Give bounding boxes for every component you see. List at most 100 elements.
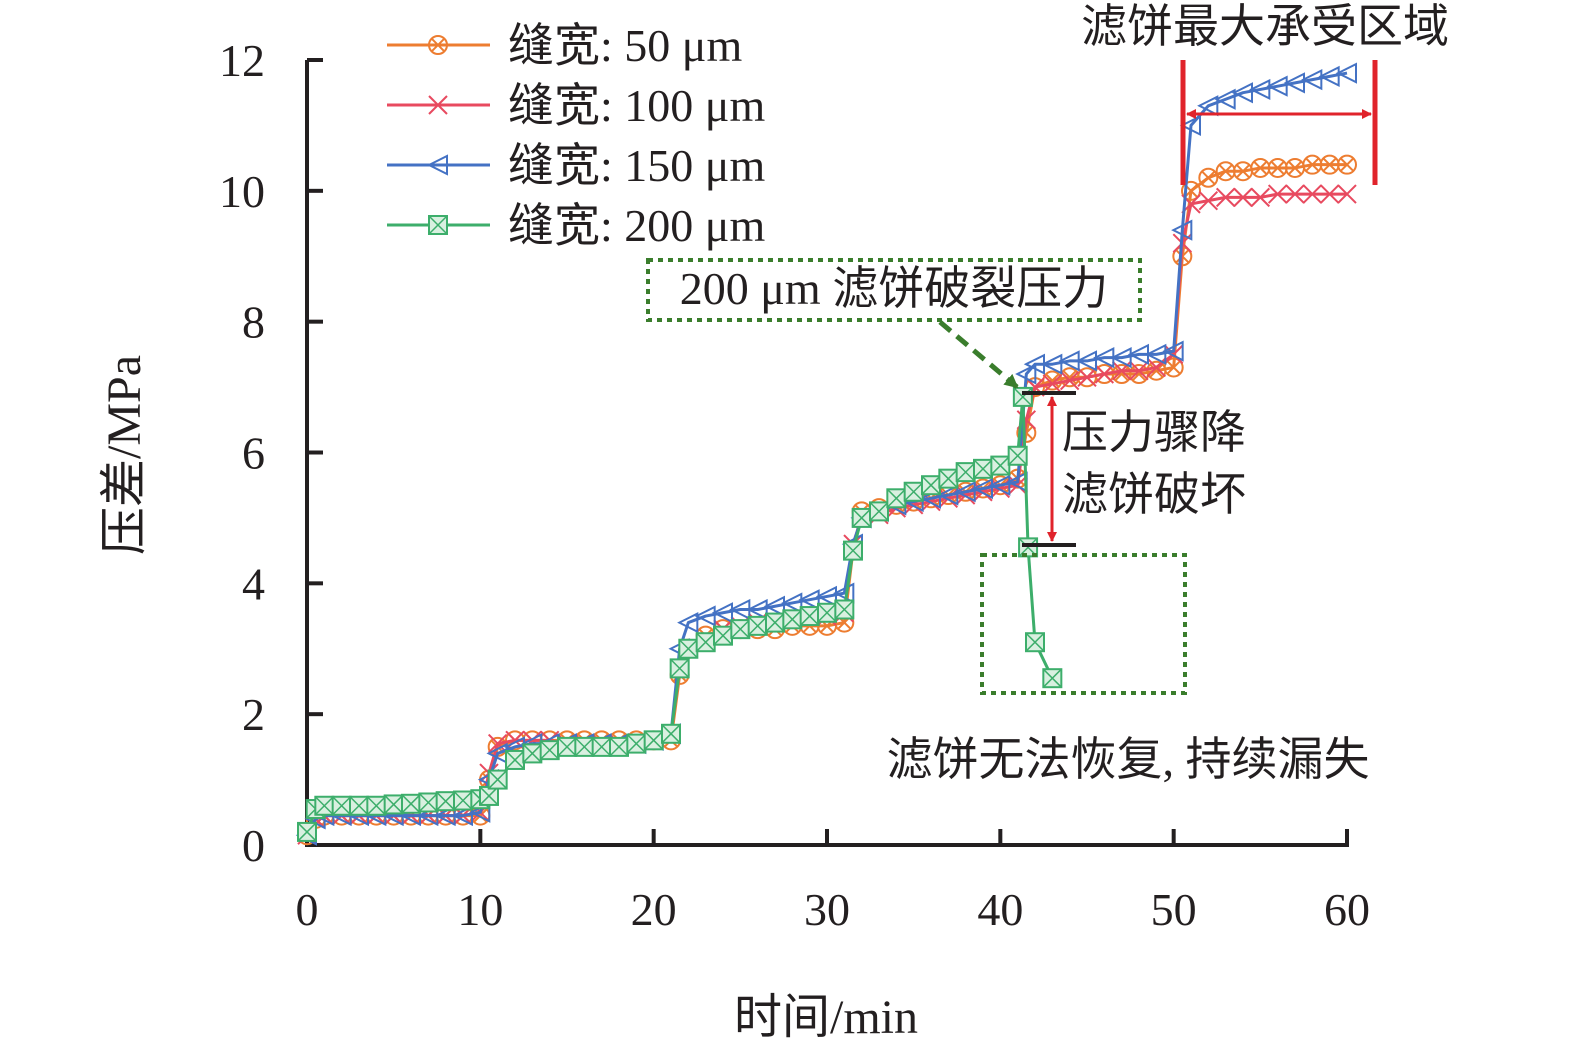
data-point [1337,154,1357,175]
data-point [938,488,959,508]
data-point [817,602,837,623]
y-tick-label: 10 [219,166,265,217]
series-line [305,71,1348,836]
data-point [781,592,803,614]
y-tick-label: 8 [242,297,265,348]
data-point [765,612,785,633]
y-tick-label: 2 [242,689,265,740]
x-axis-title: 时间/min [734,991,918,1044]
data-point [1025,632,1045,653]
legend-item: 缝宽: 100 μm [387,80,765,131]
data-point [695,632,716,653]
data-point [1042,668,1063,689]
data-point [331,795,352,816]
data-point [557,736,577,757]
x-tick-label: 30 [804,884,850,935]
legend-marker [428,215,448,235]
data-point [626,733,647,754]
data-point [886,488,907,509]
x-tick-label: 60 [1324,884,1370,935]
data-point [669,658,690,679]
data-point [418,792,439,813]
data-point [1198,167,1219,188]
data-point [1075,350,1097,372]
data-point [1215,161,1236,182]
legend-item: 缝宽: 150 μm [387,140,765,191]
data-point [798,589,820,611]
break-pressure-box [646,258,1142,322]
y-tick-label: 4 [242,558,265,609]
data-point [1214,88,1236,110]
legend-label: 缝宽: 50 μm [508,20,742,71]
data-point [833,582,855,604]
data-point [1110,347,1132,369]
data-point [834,599,855,620]
x-tick-label: 10 [457,884,503,935]
data-point [1181,180,1201,201]
data-point [1319,184,1340,204]
legend-item: 缝宽: 50 μm [387,20,742,71]
data-point [677,611,699,634]
data-point [1337,184,1357,204]
y-ticks: 0 2 4 6 8 10 12 [219,35,323,871]
x-tick-label: 40 [977,884,1023,935]
data-point [843,540,863,561]
data-point [782,609,803,630]
pressure-drop-annotation: 压力骤降 滤饼破坏 [1022,391,1246,547]
data-point [1015,363,1037,385]
data-point [1266,75,1288,97]
no-recovery-label: 滤饼无法恢复, 持续漏失 [887,734,1370,785]
data-point [747,615,768,636]
data-point [954,481,976,503]
data-point [815,585,837,608]
legend-label: 缝宽: 150 μm [508,140,765,191]
data-point [955,462,976,483]
data-point [1012,386,1033,407]
data-point [799,606,820,627]
data-point [937,484,959,506]
legend-item: 缝宽: 200 μm [387,200,765,251]
legend-marker [428,95,448,115]
data-point [938,468,959,489]
data-point [1163,344,1184,365]
x-ticks: 0 10 20 30 40 50 60 [296,829,1370,935]
y-tick-label: 0 [242,820,265,871]
x-tick-label: 50 [1151,884,1197,935]
break-pressure-pointer [938,320,1019,389]
data-point [1163,357,1184,378]
data-point [694,605,716,627]
series-4 [297,386,1063,842]
data-point [383,794,404,815]
data-point [921,491,941,512]
data-point [453,790,473,811]
data-point [763,595,785,617]
data-point [1094,364,1115,384]
no-recovery-annotation: 滤饼无法恢复, 持续漏失 [887,553,1370,785]
max-zone-label: 滤饼最大承受区域 [1081,1,1449,52]
data-point [1179,114,1201,137]
data-point [314,795,335,816]
data-point [1077,367,1097,387]
data-point [366,795,387,816]
data-point [451,804,473,827]
data-point [711,602,733,624]
drop-label-line2: 滤饼破坏 [1062,469,1246,520]
data-point [678,638,699,659]
data-point [487,769,508,790]
data-point [973,482,993,502]
data-point [1233,187,1253,208]
data-point [609,736,629,757]
drop-label-line1: 压力骤降 [1062,407,1246,458]
data-point [1302,184,1323,204]
max-zone-annotation: 滤饼最大承受区域 [1081,1,1449,185]
data-point [1267,184,1288,204]
data-point [1129,361,1149,381]
data-point [1283,72,1305,94]
data-point [1285,184,1305,204]
data-point [1318,65,1340,87]
legend-marker [428,35,448,55]
data-point [1162,340,1184,362]
legend: 缝宽: 50 μm 缝宽: 100 μm 缝宽: 150 μm 缝宽: 200 μm [387,20,765,251]
